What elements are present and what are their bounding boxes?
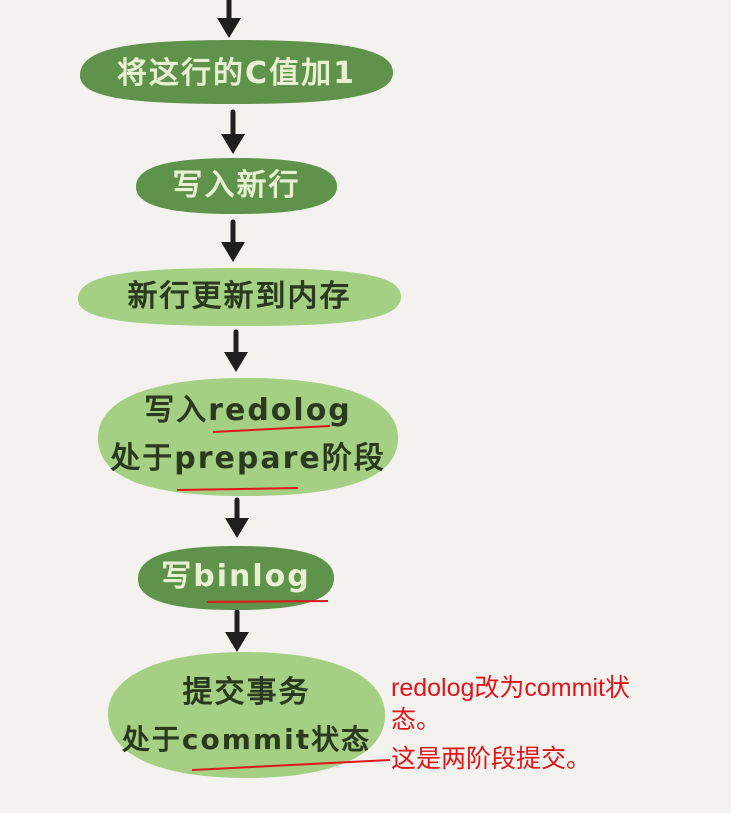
arrow-3 <box>224 329 248 372</box>
annotation-line-1: redolog改为commit状 <box>391 674 630 702</box>
underline-commit <box>191 759 391 771</box>
step-label-5: 写binlog <box>161 559 311 594</box>
step-node-6 <box>107 652 386 778</box>
step-node-1 <box>79 40 394 104</box>
step-node-2 <box>135 158 338 214</box>
step-node-5 <box>137 546 334 610</box>
annotation-line-3: 这是两阶段提交。 <box>391 745 592 773</box>
step-label-3: 新行更新到内存 <box>127 279 352 314</box>
step-label-4-line1: 写入redolog <box>144 393 352 428</box>
arrow-0 <box>217 0 241 38</box>
arrow-4 <box>225 497 249 538</box>
step-label-4-line2: 处于prepare阶段 <box>110 441 386 476</box>
arrow-5 <box>225 609 249 652</box>
underline-prepare <box>176 487 299 491</box>
underline-binlog <box>206 600 329 603</box>
step-label-6-line2: 处于commit状态 <box>121 723 372 756</box>
step-node-3 <box>77 268 402 326</box>
annotation-line-2: 态。 <box>391 706 442 734</box>
step-label-6-line1: 提交事务 <box>182 675 311 710</box>
arrow-2 <box>221 219 245 262</box>
arrow-1 <box>221 109 245 154</box>
step-node-4 <box>97 378 398 496</box>
step-label-1: 将这行的C值加1 <box>117 56 356 91</box>
step-label-2: 写入新行 <box>172 168 301 203</box>
underline-redolog <box>212 425 331 433</box>
